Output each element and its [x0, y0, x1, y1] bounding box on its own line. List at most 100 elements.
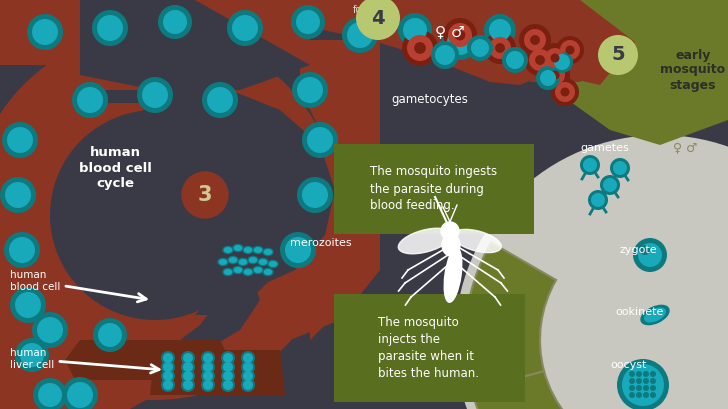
Circle shape [550, 54, 560, 63]
Circle shape [203, 362, 213, 372]
Circle shape [650, 378, 656, 384]
Polygon shape [490, 0, 728, 145]
Circle shape [638, 243, 662, 267]
Circle shape [551, 78, 579, 106]
Circle shape [650, 371, 656, 377]
Circle shape [181, 369, 195, 383]
Text: ♀ ♂: ♀ ♂ [673, 142, 697, 155]
Circle shape [15, 338, 49, 372]
Circle shape [183, 371, 193, 381]
Circle shape [307, 127, 333, 153]
Ellipse shape [243, 247, 253, 254]
Circle shape [15, 292, 41, 318]
Ellipse shape [264, 270, 272, 274]
Circle shape [4, 232, 40, 268]
Circle shape [201, 369, 215, 383]
Circle shape [161, 351, 175, 365]
Ellipse shape [240, 260, 247, 264]
Ellipse shape [233, 245, 243, 252]
Circle shape [636, 385, 642, 391]
Circle shape [37, 317, 63, 343]
Circle shape [203, 371, 213, 381]
Circle shape [207, 87, 233, 113]
Circle shape [163, 353, 173, 363]
Circle shape [142, 82, 168, 108]
Ellipse shape [234, 268, 242, 272]
Text: 4: 4 [371, 9, 385, 27]
Circle shape [221, 351, 235, 365]
Circle shape [297, 177, 333, 213]
Circle shape [556, 36, 584, 64]
Ellipse shape [224, 270, 232, 274]
Circle shape [566, 45, 574, 54]
Text: gametocytes: gametocytes [392, 94, 468, 106]
Ellipse shape [444, 248, 462, 302]
Circle shape [241, 360, 255, 374]
Circle shape [2, 122, 38, 158]
Circle shape [221, 369, 235, 383]
Ellipse shape [223, 247, 233, 254]
Circle shape [292, 72, 328, 108]
Circle shape [163, 380, 173, 390]
Circle shape [243, 362, 253, 372]
Circle shape [402, 30, 438, 66]
Circle shape [524, 44, 556, 76]
Polygon shape [0, 310, 230, 409]
Wedge shape [465, 243, 556, 391]
Circle shape [302, 182, 328, 208]
Circle shape [181, 378, 195, 392]
Text: The mosquito ingests
the parasite during
blood feeding.: The mosquito ingests the parasite during… [371, 166, 497, 213]
Polygon shape [240, 240, 360, 340]
Circle shape [161, 369, 175, 383]
Polygon shape [80, 0, 310, 90]
Ellipse shape [228, 256, 238, 263]
Circle shape [555, 82, 575, 102]
Circle shape [137, 77, 173, 113]
Circle shape [296, 10, 320, 34]
FancyBboxPatch shape [334, 144, 534, 234]
Ellipse shape [442, 234, 460, 256]
Circle shape [201, 360, 215, 374]
Ellipse shape [263, 268, 273, 276]
Circle shape [530, 35, 540, 45]
Circle shape [356, 0, 400, 40]
Circle shape [223, 353, 233, 363]
Circle shape [640, 245, 650, 255]
Polygon shape [155, 250, 260, 345]
Polygon shape [80, 90, 335, 295]
Circle shape [471, 39, 489, 57]
Circle shape [603, 178, 617, 192]
Ellipse shape [233, 267, 243, 274]
Circle shape [5, 182, 31, 208]
Polygon shape [150, 350, 285, 395]
Circle shape [92, 10, 128, 46]
Circle shape [27, 14, 63, 50]
Circle shape [183, 380, 193, 390]
Circle shape [161, 378, 175, 392]
Circle shape [241, 369, 255, 383]
Circle shape [72, 82, 108, 118]
Text: human
blood cell: human blood cell [10, 270, 146, 302]
Circle shape [243, 380, 253, 390]
Circle shape [38, 383, 62, 407]
Circle shape [633, 238, 667, 272]
Circle shape [10, 287, 46, 323]
Ellipse shape [645, 308, 665, 322]
Circle shape [629, 392, 635, 398]
Text: The mosquito
injects the
parasite when it
bites the human.: The mosquito injects the parasite when i… [379, 316, 480, 380]
Circle shape [545, 65, 565, 85]
Circle shape [302, 122, 338, 158]
Circle shape [467, 35, 493, 61]
Text: merozoites: merozoites [290, 238, 352, 248]
Ellipse shape [268, 261, 278, 267]
Circle shape [223, 362, 233, 372]
Circle shape [598, 35, 638, 75]
Circle shape [183, 362, 193, 372]
Ellipse shape [253, 267, 263, 274]
Circle shape [560, 40, 580, 60]
Circle shape [551, 51, 573, 73]
Ellipse shape [453, 229, 502, 253]
Ellipse shape [223, 268, 233, 276]
Polygon shape [195, 245, 270, 315]
Circle shape [285, 237, 311, 263]
